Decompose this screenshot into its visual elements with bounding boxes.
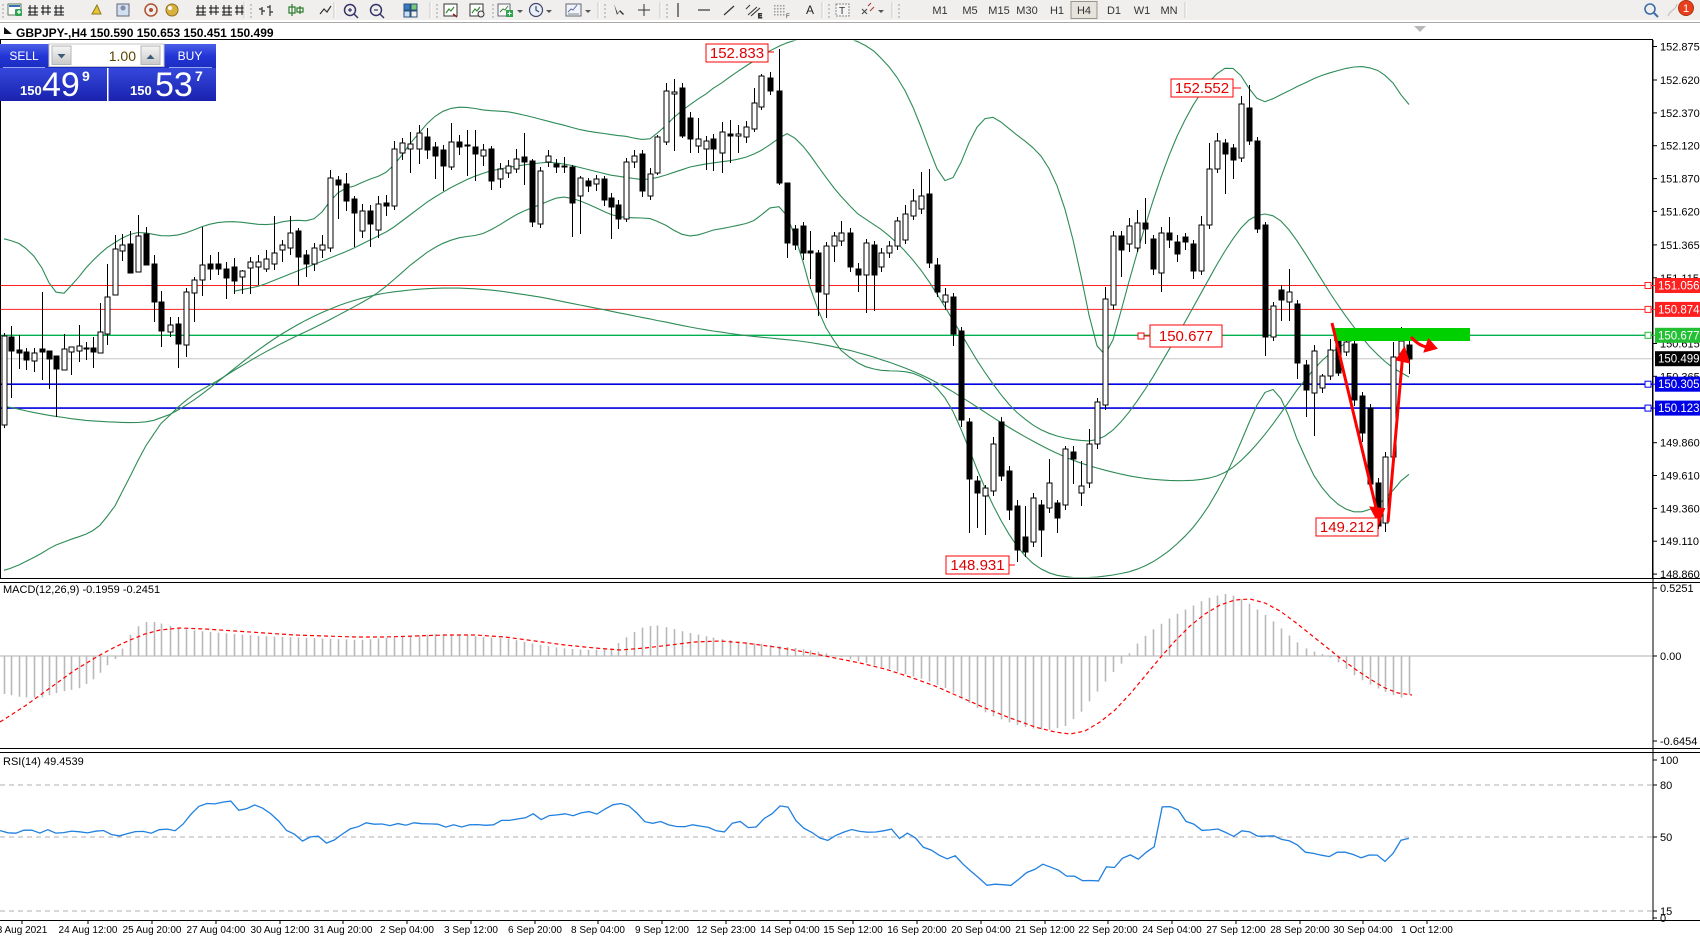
svg-text:149.610: 149.610 <box>1660 471 1700 483</box>
svg-text:31 Aug 20:00: 31 Aug 20:00 <box>314 925 373 936</box>
svg-text:149.860: 149.860 <box>1660 438 1700 450</box>
svg-text:152.875: 152.875 <box>1660 42 1700 54</box>
svg-text:3 Aug 2021: 3 Aug 2021 <box>0 925 48 936</box>
svg-text:30 Aug 12:00: 30 Aug 12:00 <box>251 925 310 936</box>
svg-text:7: 7 <box>195 68 203 84</box>
svg-text:27 Aug 04:00: 27 Aug 04:00 <box>187 925 246 936</box>
svg-text:21 Sep 12:00: 21 Sep 12:00 <box>1015 925 1075 936</box>
svg-text:3 Sep 12:00: 3 Sep 12:00 <box>444 925 498 936</box>
svg-text:0.5251: 0.5251 <box>1660 583 1694 595</box>
svg-text:100: 100 <box>1660 755 1678 767</box>
svg-text:2 Sep 04:00: 2 Sep 04:00 <box>380 925 434 936</box>
svg-text:149.212: 149.212 <box>1320 519 1374 536</box>
svg-text:24 Sep 04:00: 24 Sep 04:00 <box>1142 925 1202 936</box>
svg-text:152.120: 152.120 <box>1660 141 1700 153</box>
svg-text:6 Sep 20:00: 6 Sep 20:00 <box>508 925 562 936</box>
svg-text:E: E <box>758 14 762 20</box>
svg-text:MACD(12,26,9) -0.1959 -0.2451: MACD(12,26,9) -0.1959 -0.2451 <box>3 584 160 596</box>
svg-text:1 Oct 12:00: 1 Oct 12:00 <box>1401 925 1453 936</box>
svg-text:T: T <box>839 6 845 17</box>
svg-text:24 Aug 12:00: 24 Aug 12:00 <box>59 925 118 936</box>
svg-text:M15: M15 <box>988 5 1009 17</box>
svg-text:12 Sep 23:00: 12 Sep 23:00 <box>696 925 756 936</box>
svg-text:151.870: 151.870 <box>1660 174 1700 186</box>
svg-text:15: 15 <box>1660 906 1672 918</box>
svg-text:M30: M30 <box>1016 5 1037 17</box>
svg-text:9: 9 <box>82 68 90 84</box>
svg-text:150.123: 150.123 <box>1658 403 1700 415</box>
svg-text:H1: H1 <box>1050 5 1064 17</box>
svg-text:14 Sep 04:00: 14 Sep 04:00 <box>760 925 820 936</box>
svg-text:50: 50 <box>1660 832 1672 844</box>
svg-text:25 Aug 20:00: 25 Aug 20:00 <box>123 925 182 936</box>
svg-text:151.365: 151.365 <box>1660 240 1700 252</box>
svg-text:9 Sep 12:00: 9 Sep 12:00 <box>635 925 689 936</box>
svg-text:15 Sep 12:00: 15 Sep 12:00 <box>823 925 883 936</box>
svg-text:W1: W1 <box>1134 5 1151 17</box>
svg-text:A: A <box>806 3 814 17</box>
svg-text:M1: M1 <box>932 5 947 17</box>
svg-text:150.499: 150.499 <box>1658 354 1700 366</box>
svg-text:30 Sep 04:00: 30 Sep 04:00 <box>1333 925 1393 936</box>
svg-text:152.552: 152.552 <box>1175 80 1229 97</box>
svg-text:D1: D1 <box>1107 5 1121 17</box>
svg-text:0.00: 0.00 <box>1660 651 1681 663</box>
svg-text:151.620: 151.620 <box>1660 206 1700 218</box>
svg-text:151.056: 151.056 <box>1658 281 1700 293</box>
svg-text:152.370: 152.370 <box>1660 108 1700 120</box>
svg-text:22 Sep 20:00: 22 Sep 20:00 <box>1078 925 1138 936</box>
svg-text:150.677: 150.677 <box>1159 328 1213 345</box>
svg-text:149.110: 149.110 <box>1660 536 1699 548</box>
svg-text:150: 150 <box>130 83 152 98</box>
svg-text:150: 150 <box>20 83 42 98</box>
svg-text:0: 0 <box>1660 913 1666 925</box>
svg-text:53: 53 <box>155 66 193 104</box>
svg-text:152.833: 152.833 <box>710 45 764 62</box>
svg-text:MN: MN <box>1160 5 1177 17</box>
svg-text:F: F <box>786 14 790 20</box>
svg-text:M5: M5 <box>962 5 977 17</box>
svg-text:148.860: 148.860 <box>1660 569 1700 581</box>
svg-text:-0.6454: -0.6454 <box>1660 736 1697 748</box>
svg-text:150.305: 150.305 <box>1658 379 1700 391</box>
svg-text:49: 49 <box>42 66 80 104</box>
svg-text:BUY: BUY <box>178 49 203 63</box>
svg-text:27 Sep 12:00: 27 Sep 12:00 <box>1206 925 1266 936</box>
svg-text:SELL: SELL <box>9 49 39 63</box>
svg-text:1.00: 1.00 <box>109 48 136 64</box>
svg-text:80: 80 <box>1660 780 1672 792</box>
svg-text:150.677: 150.677 <box>1658 330 1700 342</box>
svg-text:16 Sep 20:00: 16 Sep 20:00 <box>887 925 947 936</box>
svg-text:148.931: 148.931 <box>950 557 1004 574</box>
svg-text:RSI(14) 49.4539: RSI(14) 49.4539 <box>3 756 84 768</box>
svg-text:28 Sep 20:00: 28 Sep 20:00 <box>1270 925 1330 936</box>
svg-text:GBPJPY-,H4 150.590 150.653 15: GBPJPY-,H4 150.590 150.653 150.451 150.4… <box>16 26 274 40</box>
svg-text:20 Sep 04:00: 20 Sep 04:00 <box>951 925 1011 936</box>
svg-text:150.874: 150.874 <box>1658 304 1700 316</box>
svg-text:8 Sep 04:00: 8 Sep 04:00 <box>571 925 625 936</box>
svg-text:152.620: 152.620 <box>1660 75 1700 87</box>
svg-text:1: 1 <box>1683 3 1689 15</box>
svg-text:149.360: 149.360 <box>1660 503 1700 515</box>
svg-text:H4: H4 <box>1077 5 1091 17</box>
